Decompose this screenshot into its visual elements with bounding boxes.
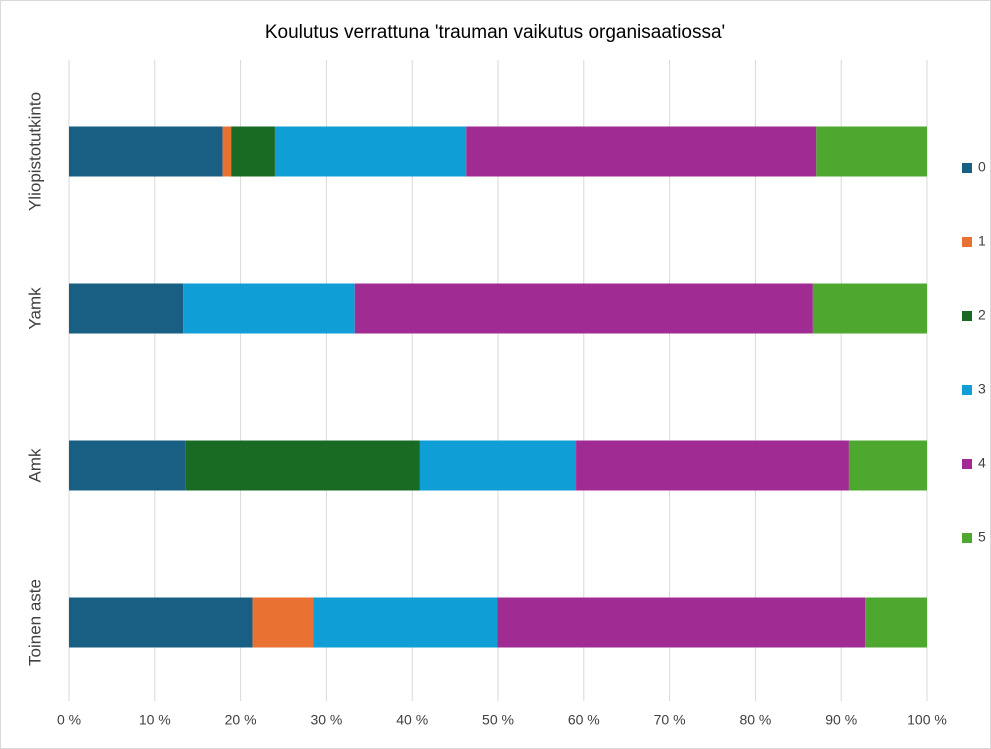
bar-segment [576,440,849,491]
y-tick-label: Yliopistotutkinto [25,92,44,211]
bar-segment [69,440,186,491]
bar-segment [183,283,355,334]
bar-segment [252,597,314,648]
legend-swatch [962,459,972,469]
legend-label: 0 [978,159,986,175]
x-tick-label: 40 % [396,712,428,728]
legend-label: 4 [978,455,986,471]
x-tick-label: 90 % [825,712,857,728]
bar-segment [354,283,813,334]
bar-segment [222,126,232,177]
bar-segment [274,126,467,177]
legend-swatch [962,163,972,173]
y-tick-label: Yamk [25,287,44,330]
bar-segment [185,440,420,491]
chart-title: Koulutus verrattuna 'trauman vaikutus or… [265,22,725,43]
y-tick-label: Amk [25,448,44,483]
bar-segment [812,283,927,334]
x-tick-label: 0 % [57,712,81,728]
x-tick-label: 100 % [907,712,947,728]
y-tick-label: Toinen aste [25,579,44,666]
legend-swatch [962,311,972,321]
x-tick-label: 10 % [139,712,171,728]
bar-segment [231,126,275,177]
legend-label: 2 [978,307,986,323]
legend-swatch [962,237,972,247]
bar-segment [69,283,184,334]
x-tick-label: 70 % [654,712,686,728]
x-tick-label: 30 % [310,712,342,728]
legend-swatch [962,385,972,395]
x-tick-label: 60 % [568,712,600,728]
legend-label: 1 [978,233,986,249]
bar-segment [69,126,223,177]
bar-segment [466,126,817,177]
x-tick-label: 50 % [482,712,514,728]
legend-label: 3 [978,381,986,397]
bar-segment [69,597,253,648]
bar-segment [848,440,927,491]
bar-segment [816,126,927,177]
bar-segment [419,440,577,491]
bar-segment [497,597,866,648]
bar-segment [865,597,927,648]
legend-label: 5 [978,529,986,545]
bar-segment [313,597,498,648]
x-tick-label: 20 % [225,712,257,728]
x-tick-label: 80 % [739,712,771,728]
legend-swatch [962,533,972,543]
